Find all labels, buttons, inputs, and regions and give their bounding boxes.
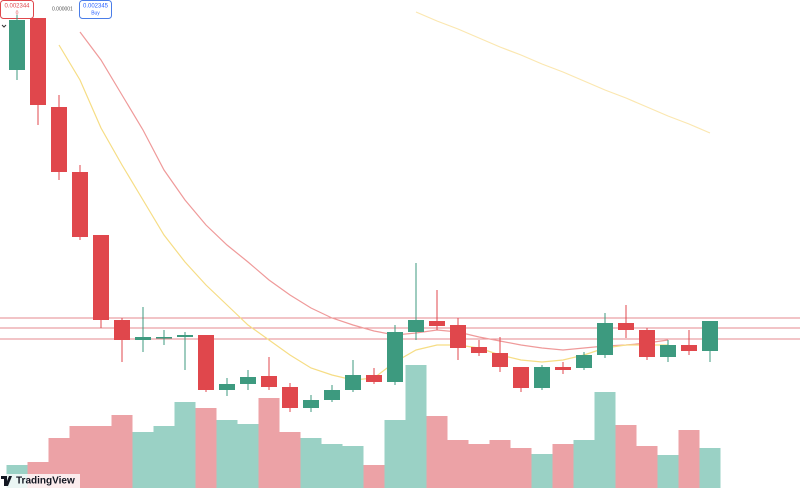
candle-body [555, 367, 571, 370]
candle-body [240, 377, 256, 384]
candle-body [72, 172, 88, 237]
volume-bar [552, 444, 574, 488]
brand-name: TradingView [16, 476, 75, 487]
volume-bar [279, 432, 301, 488]
volume-bar [426, 416, 448, 488]
sell-price: 0.002344 [4, 4, 30, 10]
candle-body [513, 367, 529, 388]
candle-body [93, 235, 109, 320]
candle-body [702, 321, 718, 351]
candle-body [450, 325, 466, 348]
volume-bar [573, 440, 595, 488]
spread: 0.000001 [52, 6, 73, 12]
candle-body [618, 323, 634, 330]
candle-body [198, 335, 214, 390]
volume-bar [468, 444, 490, 488]
candle-body [219, 384, 235, 390]
volume-bar [405, 365, 427, 488]
candle-body [9, 20, 25, 70]
volume-bar [111, 415, 133, 488]
candle-body [639, 330, 655, 357]
volume-bar [216, 420, 238, 488]
volume-bar [531, 454, 553, 488]
volume-bar [678, 430, 700, 488]
volume-bar [489, 440, 511, 488]
volume-bar [447, 440, 469, 488]
candle-body [660, 345, 676, 357]
candle-body [177, 335, 193, 337]
volume-bar [342, 446, 364, 488]
brand-bg [0, 474, 80, 488]
candle-body [492, 353, 508, 367]
volume-bar [321, 444, 343, 488]
volume-bar [594, 392, 616, 488]
candle-body [534, 367, 550, 388]
volume-bar [615, 425, 637, 488]
brand-logo [1, 476, 12, 486]
volume-bar [237, 424, 259, 488]
candle-body [30, 18, 46, 105]
candle-body [114, 320, 130, 340]
volume-bar [300, 438, 322, 488]
volume-bar [636, 446, 658, 488]
volume-bar [132, 432, 154, 488]
candle-body [303, 400, 319, 408]
header: 0.002344 0 0.000001 0.002345 Buy 2 [0, 0, 112, 30]
candle-body [576, 355, 592, 368]
candle-body [345, 375, 361, 390]
volume-bar [174, 402, 196, 488]
volume-bar [258, 398, 280, 488]
candle-body [282, 387, 298, 408]
candle-body [135, 337, 151, 340]
candle-body [387, 332, 403, 382]
sell-sub: 0 [16, 10, 19, 16]
candle-body [51, 107, 67, 172]
candle-body [681, 345, 697, 351]
candle-body [429, 321, 445, 326]
candle-body [261, 376, 277, 387]
volume-bar [510, 448, 532, 488]
buy-box[interactable] [79, 0, 112, 19]
candle-body [324, 390, 340, 400]
volume-bar [90, 426, 112, 488]
collapse-icon[interactable] [1, 24, 7, 28]
moving-average [79, 31, 669, 351]
moving-average [415, 11, 711, 134]
moving-average [58, 44, 668, 381]
volume-bar [195, 408, 217, 488]
buy-price: 0.002345 [83, 4, 109, 10]
plot [0, 11, 800, 488]
volume-bar [699, 448, 721, 488]
volume-bar [153, 426, 175, 488]
volume-bar [363, 465, 385, 488]
volume-bar [69, 426, 91, 488]
candle-body [471, 347, 487, 353]
buy-sub: Buy [91, 10, 100, 16]
brand: TradingView [0, 474, 80, 488]
volume-bar [657, 455, 679, 488]
candle-body [156, 337, 172, 339]
candle-body [597, 323, 613, 355]
volume-bar [384, 420, 406, 488]
candle-body [408, 320, 424, 332]
candle-body [366, 375, 382, 382]
